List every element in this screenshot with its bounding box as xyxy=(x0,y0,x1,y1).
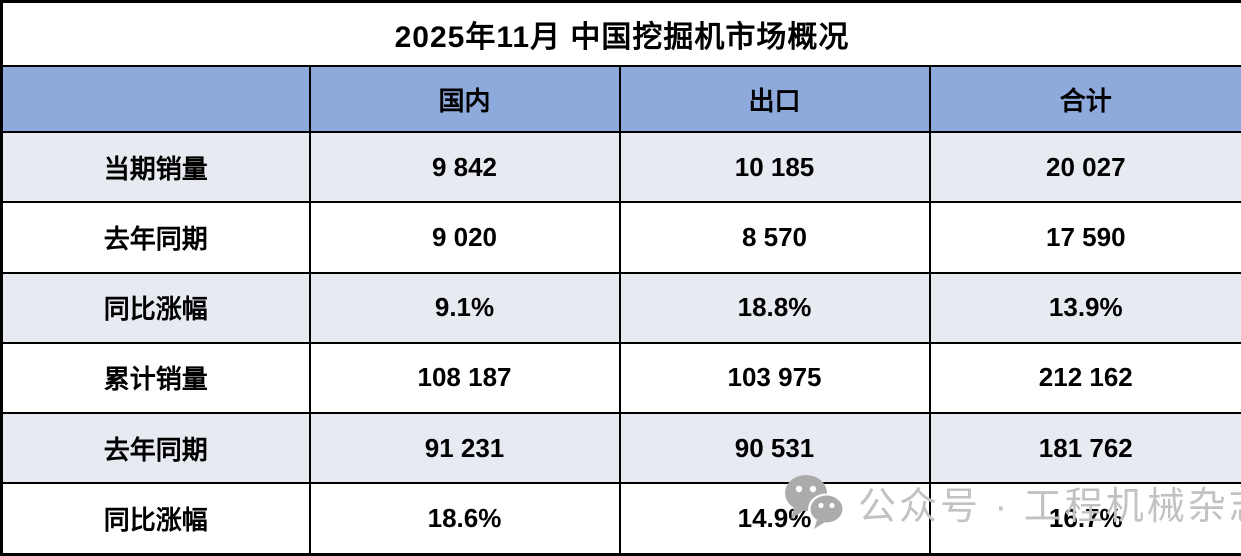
table-cell: 91 231 xyxy=(308,412,621,485)
table-cell: 16.7% xyxy=(928,482,1241,556)
column-header-export: 出口 xyxy=(618,65,931,133)
column-header-empty xyxy=(0,65,311,133)
table-row-cumulative-sales: 累计销量 108 187 103 975 212 162 xyxy=(0,341,1241,415)
table-cell: 17 590 xyxy=(928,201,1241,274)
table-cell: 9.1% xyxy=(308,271,621,344)
table-cell: 103 975 xyxy=(618,341,931,415)
table-cell: 181 762 xyxy=(928,412,1241,485)
table-cell: 9 842 xyxy=(308,130,621,204)
table-row-cumulative-yoy-growth: 同比涨幅 18.6% 14.9% 16.7% xyxy=(0,482,1241,556)
table-cell: 18.6% xyxy=(308,482,621,556)
column-header-domestic: 国内 xyxy=(308,65,621,133)
table-cell: 9 020 xyxy=(308,201,621,274)
table-row-last-year-cumulative: 去年同期 91 231 90 531 181 762 xyxy=(0,412,1241,485)
table-cell: 13.9% xyxy=(928,271,1241,344)
table-title: 2025年11月 中国挖掘机市场概况 xyxy=(0,0,1241,67)
table-cell: 10 185 xyxy=(618,130,931,204)
header-row: 国内 出口 合计 xyxy=(0,65,1241,133)
row-label: 累计销量 xyxy=(0,341,311,415)
table-cell: 20 027 xyxy=(928,130,1241,204)
table-cell: 108 187 xyxy=(308,341,621,415)
row-label: 去年同期 xyxy=(0,201,311,274)
table-cell: 8 570 xyxy=(618,201,931,274)
table-cell: 14.9% xyxy=(618,482,931,556)
table-cell: 212 162 xyxy=(928,341,1241,415)
row-label: 当期销量 xyxy=(0,130,311,204)
row-label: 同比涨幅 xyxy=(0,271,311,344)
column-header-total: 合计 xyxy=(928,65,1241,133)
table-cell: 18.8% xyxy=(618,271,931,344)
row-label: 去年同期 xyxy=(0,412,311,485)
table-row-current-sales: 当期销量 9 842 10 185 20 027 xyxy=(0,130,1241,204)
title-row: 2025年11月 中国挖掘机市场概况 xyxy=(0,0,1241,67)
table-row-last-year-same-period: 去年同期 9 020 8 570 17 590 xyxy=(0,201,1241,274)
table-row-yoy-growth: 同比涨幅 9.1% 18.8% 13.9% xyxy=(0,271,1241,344)
table-cell: 90 531 xyxy=(618,412,931,485)
row-label: 同比涨幅 xyxy=(0,482,311,556)
